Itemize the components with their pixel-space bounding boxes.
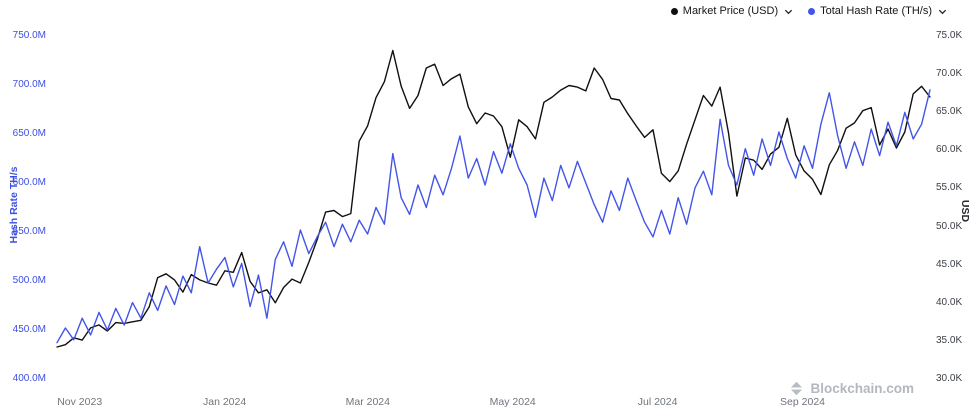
chevron-down-icon [938, 9, 947, 15]
x-axis-tick-Nov 2023: Nov 2023 [57, 396, 103, 408]
x-axis-tick-May 2024: May 2024 [489, 396, 536, 408]
market-price-series-dot-icon [670, 7, 678, 15]
right-axis-title: USD [959, 199, 971, 223]
y-axis-right-tick-45.0K: 45.0K [936, 258, 963, 270]
y-axis-right-tick-30.0K: 30.0K [936, 373, 963, 384]
y-axis-right-tick-35.0K: 35.0K [936, 334, 963, 346]
chevron-down-icon [785, 9, 793, 15]
x-axis-tick-Sep 2024: Sep 2024 [780, 396, 826, 408]
y-axis-left-tick-700.0M: 700.0M [12, 79, 46, 90]
x-axis-tick-Mar 2024: Mar 2024 [345, 396, 390, 408]
y-axis-left-tick-750.0M: 750.0M [12, 30, 46, 41]
y-axis-right-tick-60.0K: 60.0K [936, 144, 963, 156]
y-axis-right-tick-40.0K: 40.0K [936, 296, 963, 308]
series-line-market-price [56, 49, 931, 348]
y-axis-left-tick-450.0M: 450.0M [12, 324, 46, 335]
x-axis-tick-Jan 2024: Jan 2024 [203, 396, 247, 408]
series-line-total-hash-rate [56, 89, 931, 344]
y-axis-right-tick-50.0K: 50.0K [936, 220, 963, 232]
blockchain-watermark[interactable]: Blockchain.com [789, 381, 914, 396]
chart-legend: Market Price (USD) Total Hash Rate (TH/s… [670, 5, 947, 17]
y-axis-right-tick-55.0K: 55.0K [936, 182, 963, 194]
y-axis-left-tick-600.0M: 600.0M [12, 177, 46, 188]
hash-rate-series-dot-icon [808, 7, 816, 15]
y-axis-left-tick-550.0M: 550.0M [12, 226, 46, 237]
y-axis-left-tick-650.0M: 650.0M [12, 128, 46, 139]
y-axis-right-tick-75.0K: 75.0K [936, 30, 963, 41]
y-axis-right-tick-65.0K: 65.0K [936, 106, 963, 118]
legend-market-price-label: Market Price (USD) [682, 5, 779, 17]
y-axis-left-tick-400.0M: 400.0M [12, 373, 46, 384]
y-axis-right-tick-70.0K: 70.0K [936, 68, 963, 80]
legend-hash-rate-label: Total Hash Rate (TH/s) [820, 5, 932, 17]
y-axis-left-tick-500.0M: 500.0M [12, 275, 46, 286]
legend-item-market-price[interactable]: Market Price (USD) [670, 5, 793, 17]
blockchain-logo-icon [789, 381, 805, 396]
legend-item-total-hash-rate[interactable]: Total Hash Rate (TH/s) [808, 5, 947, 17]
watermark-text: Blockchain.com [810, 381, 914, 396]
x-axis-tick-Jul 2024: Jul 2024 [637, 396, 678, 408]
